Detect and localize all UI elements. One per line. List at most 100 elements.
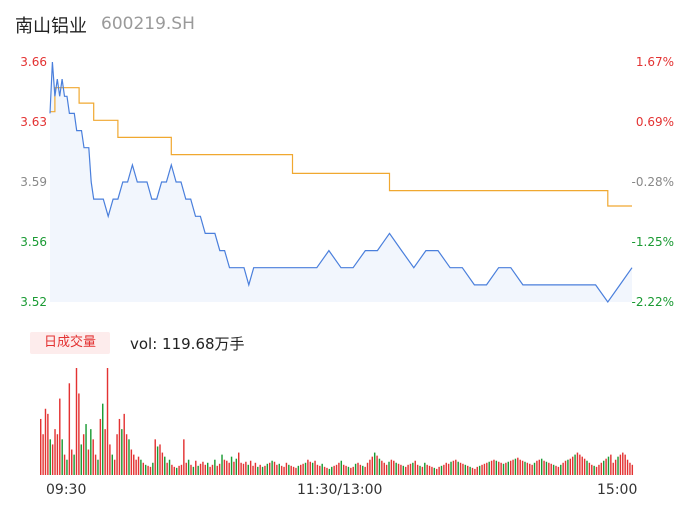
volume-bar — [144, 464, 147, 475]
volume-bar — [567, 459, 569, 475]
price-tick-label: 3.63 — [20, 115, 47, 129]
volume-bar — [364, 466, 366, 475]
volume-bar — [149, 466, 152, 475]
volume-bar — [600, 462, 603, 475]
volume-bar — [228, 462, 230, 475]
volume-bar — [412, 462, 414, 475]
volume-bar — [175, 467, 178, 475]
price-tick-label: 3.66 — [20, 55, 47, 69]
price-tick-label: 3.52 — [20, 295, 47, 309]
volume-bar — [464, 464, 467, 475]
volume-bar — [137, 456, 140, 475]
volume-bar — [154, 439, 156, 475]
volume-bar — [328, 468, 331, 475]
volume-bar — [56, 434, 59, 475]
volume-bar — [402, 465, 405, 475]
volume-bar — [118, 418, 121, 475]
volume-bar — [421, 466, 424, 475]
volume-bar — [211, 464, 214, 475]
volume-bar — [452, 460, 455, 475]
volume-bar — [631, 464, 634, 475]
volume-bar — [345, 465, 347, 475]
volume-bar — [195, 460, 197, 475]
volume-bar — [533, 462, 536, 475]
price-tick-label: 3.56 — [20, 235, 47, 249]
pct-tick-label: -0.28% — [631, 175, 674, 189]
volume-bar — [579, 454, 581, 475]
volume-bar — [273, 461, 276, 475]
volume-bar — [550, 463, 552, 475]
volume-bar — [87, 449, 90, 475]
volume-bar — [331, 466, 333, 475]
volume-bar — [595, 466, 598, 475]
volume-bar — [152, 462, 154, 475]
volume-bar — [49, 439, 51, 475]
volume-bar — [276, 464, 278, 475]
volume-bar — [483, 463, 486, 475]
volume-bar — [383, 462, 385, 475]
volume-bar — [221, 454, 223, 475]
volume-bar — [397, 463, 400, 475]
volume-bar — [552, 464, 555, 475]
time-tick-label: 15:00 — [597, 482, 638, 498]
volume-bar — [505, 462, 507, 475]
volume-bar — [121, 429, 123, 475]
volume-bar — [40, 418, 42, 475]
volume-bar — [307, 459, 309, 475]
volume-bar — [171, 464, 173, 475]
volume-bar — [436, 468, 438, 475]
volume-bar — [626, 459, 629, 475]
volume-bar — [166, 462, 168, 475]
volume-bar — [548, 462, 550, 475]
volume-bar — [376, 455, 378, 475]
volume-bar — [381, 460, 383, 475]
pct-tick-label: -1.25% — [631, 235, 674, 249]
volume-bar — [390, 459, 393, 475]
volume-bar — [342, 464, 345, 475]
volume-bar — [75, 368, 78, 475]
volume-bar — [264, 465, 266, 475]
volume-bar — [261, 466, 264, 475]
volume-bar — [106, 368, 109, 475]
volume-bar — [252, 465, 254, 475]
volume-bar — [130, 449, 133, 475]
volume-bar — [598, 464, 600, 475]
volume-bar — [428, 465, 431, 475]
volume-bar — [102, 403, 104, 475]
volume-bar — [314, 460, 316, 475]
volume-bar — [266, 463, 269, 475]
volume-bar — [128, 439, 130, 475]
volume-bar — [426, 464, 428, 475]
volume-bar — [90, 429, 92, 475]
volume-bar — [619, 454, 622, 475]
volume-bar — [245, 461, 247, 475]
volume-bar — [216, 465, 218, 475]
volume-bar — [414, 460, 416, 475]
volume-bar — [431, 466, 433, 475]
volume-bar — [116, 434, 118, 475]
volume-bar — [450, 461, 452, 475]
volume-badge[interactable]: 日成交量 — [30, 332, 110, 354]
price-line — [49, 61, 633, 304]
volume-bar — [586, 460, 588, 475]
volume-bar — [404, 466, 407, 475]
volume-bar — [209, 466, 211, 475]
volume-bar — [125, 434, 128, 475]
volume-bar — [295, 467, 297, 475]
volume-bar — [94, 454, 97, 475]
volume-bar — [204, 464, 207, 475]
volume-bar — [447, 463, 450, 475]
volume-bar — [562, 462, 564, 475]
volume-bar — [564, 460, 567, 475]
volume-bar — [536, 460, 538, 475]
volume-bar — [254, 462, 257, 475]
volume-bar — [605, 458, 607, 475]
time-tick-label: 11:30/13:00 — [297, 482, 383, 498]
volume-bar — [629, 462, 631, 475]
volume-bar — [82, 434, 85, 475]
volume-bar — [378, 458, 381, 475]
volume-bar — [202, 461, 204, 475]
volume-bar — [190, 464, 192, 475]
volume-bar — [583, 458, 586, 475]
volume-bar — [467, 465, 469, 475]
